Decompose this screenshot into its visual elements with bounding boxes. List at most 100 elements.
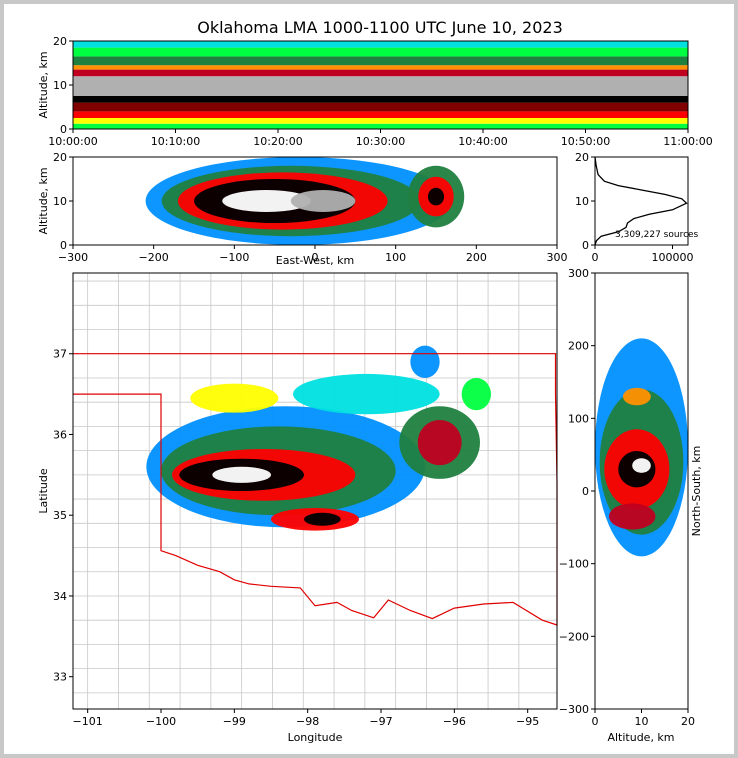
time-altitude-band <box>73 69 688 77</box>
east-west-y-ticks: 0 10 20 <box>53 151 73 252</box>
time-altitude-ytick-label: 20 <box>53 35 67 48</box>
east-west-xtick-label: −100 <box>219 251 249 264</box>
plan-view-ytick-label: 34 <box>53 590 67 603</box>
north-south-xlabel: Altitude, km <box>607 731 674 744</box>
plan-view-panel: 33 34 35 36 37 −101 −100 −99 −98 −97 −96 −95 Longi… <box>37 272 558 744</box>
time-altitude-band <box>73 102 688 112</box>
north-south-xtick-label: 0 <box>592 715 599 728</box>
plan-view-ytick-label: 35 <box>53 509 67 522</box>
time-altitude-xtick-label: 10:00:00 <box>48 135 97 148</box>
east-west-xtick-label: −300 <box>58 251 88 264</box>
east-west-xtick-label: 300 <box>547 251 568 264</box>
east-west-density-blob <box>427 187 445 206</box>
plan-view-density-blob <box>417 419 462 466</box>
histogram-xtick-label: 100000 <box>652 251 694 264</box>
east-west-xtick-label: 200 <box>466 251 487 264</box>
east-west-ytick-label: 0 <box>60 239 67 252</box>
north-south-x-ticks: 0 10 20 <box>592 709 695 728</box>
plan-view-axes-frame <box>72 272 558 710</box>
time-altitude-band <box>73 76 688 96</box>
histogram-y-ticks: 0 10 20 <box>575 151 595 252</box>
time-altitude-band <box>73 47 688 57</box>
north-south-y-ticks: −300 −200 −100 0 100 200 300 <box>559 267 595 716</box>
north-south-ytick-label: −200 <box>559 630 589 643</box>
time-altitude-band <box>73 123 688 129</box>
plan-view-density-blob <box>190 383 279 413</box>
source-count-annotation: 3,309,227 sources <box>615 230 699 240</box>
time-altitude-band <box>73 111 688 118</box>
figure-title: Oklahoma LMA 1000-1100 UTC June 10, 2023 <box>197 18 563 37</box>
plan-view-density-blob <box>293 373 440 415</box>
north-south-density-blob <box>632 458 651 473</box>
plan-view-xtick-label: −100 <box>146 715 176 728</box>
time-altitude-y-ticks: 0 10 20 <box>53 35 73 136</box>
time-altitude-band <box>73 65 688 70</box>
time-altitude-xtick-label: 10:50:00 <box>561 135 610 148</box>
time-altitude-xtick-label: 10:10:00 <box>151 135 200 148</box>
north-south-xtick-label: 20 <box>681 715 695 728</box>
east-west-ytick-label: 10 <box>53 195 67 208</box>
east-west-xtick-label: 100 <box>385 251 406 264</box>
north-south-ytick-label: −300 <box>559 703 589 716</box>
time-altitude-xtick-label: 10:40:00 <box>458 135 507 148</box>
plan-view-density-blob <box>410 345 440 378</box>
east-west-panel: 0 10 20 −300 −200 −100 0 100 200 300 East-West, … <box>37 151 568 267</box>
north-south-density-blob <box>608 503 656 530</box>
plan-view-ytick-label: 36 <box>53 428 67 441</box>
time-altitude-x-ticks: 10:00:00 10:10:00 10:20:00 10:30:00 10:40:00… <box>48 129 713 148</box>
histogram-ytick-label: 0 <box>582 239 589 252</box>
north-south-ytick-label: 200 <box>568 340 589 353</box>
histogram-ytick-label: 20 <box>575 151 589 164</box>
time-altitude-ytick-label: 0 <box>60 123 67 136</box>
north-south-density-blob <box>622 387 651 406</box>
plan-view-density-blob <box>461 377 492 411</box>
plan-view-xtick-label: −98 <box>296 715 319 728</box>
histogram-axes-frame <box>594 156 689 246</box>
north-south-ytick-label: −100 <box>559 558 589 571</box>
east-west-density-blob <box>290 190 356 212</box>
lma-figure: Oklahoma LMA 1000-1100 UTC June 10, 2023… <box>37 18 713 744</box>
north-south-panel: −300 −200 −100 0 100 200 300 0 10 20 Altitude, k… <box>559 267 703 744</box>
plan-view-density <box>146 345 492 531</box>
time-altitude-ytick-label: 10 <box>53 79 67 92</box>
plan-view-xtick-label: −97 <box>369 715 392 728</box>
north-south-density <box>595 338 688 557</box>
east-west-density <box>145 157 465 245</box>
plan-view-xlabel: Longitude <box>288 731 343 744</box>
plan-view-ytick-label: 33 <box>53 671 67 684</box>
east-west-density-blob <box>222 190 311 212</box>
east-west-xtick-label: 0 <box>312 251 319 264</box>
plan-view-xtick-label: −95 <box>516 715 539 728</box>
east-west-ylabel: Altitude, km <box>37 167 50 234</box>
time-altitude-xtick-label: 11:00:00 <box>663 135 712 148</box>
time-altitude-xtick-label: 10:30:00 <box>356 135 405 148</box>
plan-view-x-ticks: −101 −100 −99 −98 −97 −96 −95 <box>73 709 539 728</box>
time-altitude-xtick-label: 10:20:00 <box>253 135 302 148</box>
plan-view-ylabel: Latitude <box>37 468 50 514</box>
plan-view-density-blob <box>304 512 341 526</box>
altitude-histogram-panel: 0 10 20 0 100000 3,309,227 sources <box>575 151 699 264</box>
time-altitude-band <box>73 41 688 48</box>
oklahoma-border <box>73 353 558 626</box>
plan-view-xtick-label: −96 <box>443 715 466 728</box>
east-west-ytick-label: 20 <box>53 151 67 164</box>
figure-frame: Oklahoma LMA 1000-1100 UTC June 10, 2023… <box>4 4 734 754</box>
time-altitude-band <box>73 56 688 66</box>
east-west-xlabel: East-West, km <box>276 254 354 267</box>
north-south-ylabel: North-South, km <box>690 446 703 537</box>
histogram-x-ticks: 0 100000 <box>592 245 694 264</box>
east-west-xtick-label: −200 <box>139 251 169 264</box>
plan-view-y-ticks: 33 34 35 36 37 <box>53 348 73 684</box>
time-altitude-band <box>73 96 688 103</box>
north-south-ytick-label: 300 <box>568 267 589 280</box>
time-altitude-ylabel: Altitude, km <box>37 51 50 118</box>
east-west-x-ticks: −300 −200 −100 0 100 200 300 <box>58 245 568 264</box>
north-south-ytick-label: 0 <box>582 485 589 498</box>
histogram-ytick-label: 10 <box>575 195 589 208</box>
time-altitude-band <box>73 118 688 124</box>
plan-view-density-blob <box>212 466 271 483</box>
plan-view-ytick-label: 37 <box>53 348 67 361</box>
time-altitude-bands <box>73 41 688 129</box>
histogram-xtick-label: 0 <box>592 251 599 264</box>
